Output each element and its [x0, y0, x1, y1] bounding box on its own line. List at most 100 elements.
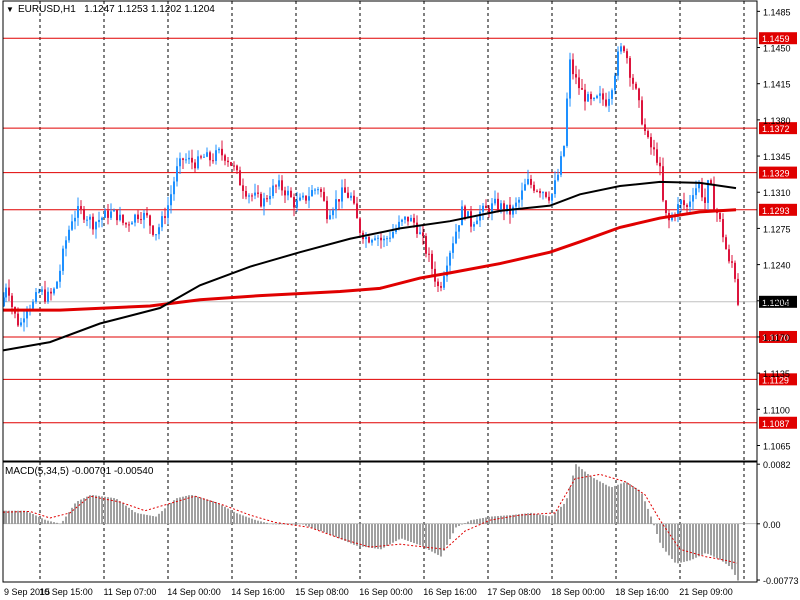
x-tick-label: 10 Sep 15:00	[39, 587, 93, 597]
macd-bar	[128, 507, 130, 524]
macd-bar	[632, 486, 634, 524]
candles	[3, 43, 739, 332]
candle-bull	[98, 219, 100, 223]
macd-bar	[458, 523, 460, 526]
candle-bear	[545, 192, 547, 197]
macd-bar	[536, 514, 538, 524]
x-tick-label: 21 Sep 09:00	[679, 587, 733, 597]
candle-bear	[140, 219, 142, 221]
candle-bull	[161, 216, 163, 228]
macd-bar	[596, 479, 598, 524]
candle-bear	[653, 147, 655, 150]
candle-bear	[623, 46, 625, 52]
candle-bull	[143, 212, 145, 220]
macd-bar	[431, 523, 433, 552]
candle-bear	[236, 165, 238, 171]
macd-bar	[278, 523, 280, 525]
macd-bar	[83, 498, 85, 524]
macd-bar	[233, 511, 235, 524]
candle-bear	[380, 237, 382, 241]
macd-bar	[143, 514, 145, 524]
candle-bull	[215, 150, 217, 161]
macd-bar	[113, 498, 115, 524]
macd-bar	[644, 501, 646, 524]
candle-bear	[8, 287, 10, 296]
macd-bar	[698, 523, 700, 557]
x-tick-label: 18 Sep 16:00	[615, 587, 669, 597]
candle-bear	[635, 83, 637, 89]
candle-bull	[278, 180, 280, 187]
candle-bear	[578, 77, 580, 89]
y-tick-label: 1.1100	[763, 405, 790, 415]
candle-bull	[56, 281, 58, 289]
candle-bull	[515, 202, 517, 207]
macd-bar	[266, 522, 268, 524]
candle-bull	[59, 270, 61, 282]
ma-fast-line	[3, 208, 737, 312]
candle-bull	[269, 195, 271, 200]
macd-bar	[203, 498, 205, 524]
macd-bar	[569, 486, 571, 524]
candle-bull	[476, 220, 478, 225]
macd-bar	[335, 523, 337, 537]
macd-bar	[434, 523, 436, 554]
candle-bear	[200, 156, 202, 158]
triangle-down-icon[interactable]: ▼	[6, 5, 14, 14]
candle-bull	[308, 196, 310, 201]
macd-bar	[68, 512, 70, 524]
candle-bear	[584, 89, 586, 102]
macd-bar	[176, 498, 178, 524]
macd-bar	[365, 523, 367, 548]
macd-bar	[62, 520, 64, 524]
candle-bear	[572, 59, 574, 75]
candle-bull	[65, 240, 67, 249]
macd-bar	[482, 518, 484, 524]
x-tick-label: 14 Sep 16:00	[231, 587, 285, 597]
macd-bar	[662, 523, 664, 549]
candle-bear	[368, 237, 370, 243]
candle-bull	[620, 46, 622, 52]
candle-bear	[44, 289, 46, 302]
macd-bar	[500, 515, 502, 524]
macd-bar	[263, 522, 265, 524]
macd-bar	[227, 508, 229, 524]
macd-bar	[395, 523, 397, 542]
candle-bull	[158, 227, 160, 235]
macd-bar	[182, 496, 184, 524]
candle-bear	[728, 249, 730, 262]
macd-bar	[371, 523, 373, 548]
candle-bear	[605, 99, 607, 106]
y-tick-label: 1.1170	[763, 333, 790, 343]
macd-bar	[722, 523, 724, 562]
candle-bull	[566, 98, 568, 146]
macd-bar	[629, 484, 631, 524]
macd-bar	[368, 523, 370, 548]
candle-bear	[422, 232, 424, 237]
candle-bear	[536, 190, 538, 192]
macd-bar	[239, 514, 241, 524]
candle-bull	[461, 206, 463, 226]
macd-bar	[230, 510, 232, 524]
candle-bear	[713, 183, 715, 211]
candle-bull	[473, 224, 475, 227]
macd-bar	[737, 523, 739, 581]
macd-bar	[104, 496, 106, 524]
candle-bull	[53, 288, 55, 294]
candle-bull	[449, 252, 451, 266]
candle-bear	[548, 196, 550, 201]
macd-bar	[251, 518, 253, 524]
candle-bear	[107, 210, 109, 218]
candle-bear	[353, 195, 355, 204]
candle-bear	[731, 261, 733, 263]
candle-bear	[626, 51, 628, 59]
candle-bull	[5, 287, 7, 298]
macd-bar	[236, 513, 238, 524]
candle-bear	[737, 278, 739, 305]
macd-bar	[542, 515, 544, 524]
macd-bar	[248, 517, 250, 524]
level-tag	[759, 166, 797, 179]
macd-bar	[314, 523, 316, 529]
candle-bull	[467, 211, 469, 218]
